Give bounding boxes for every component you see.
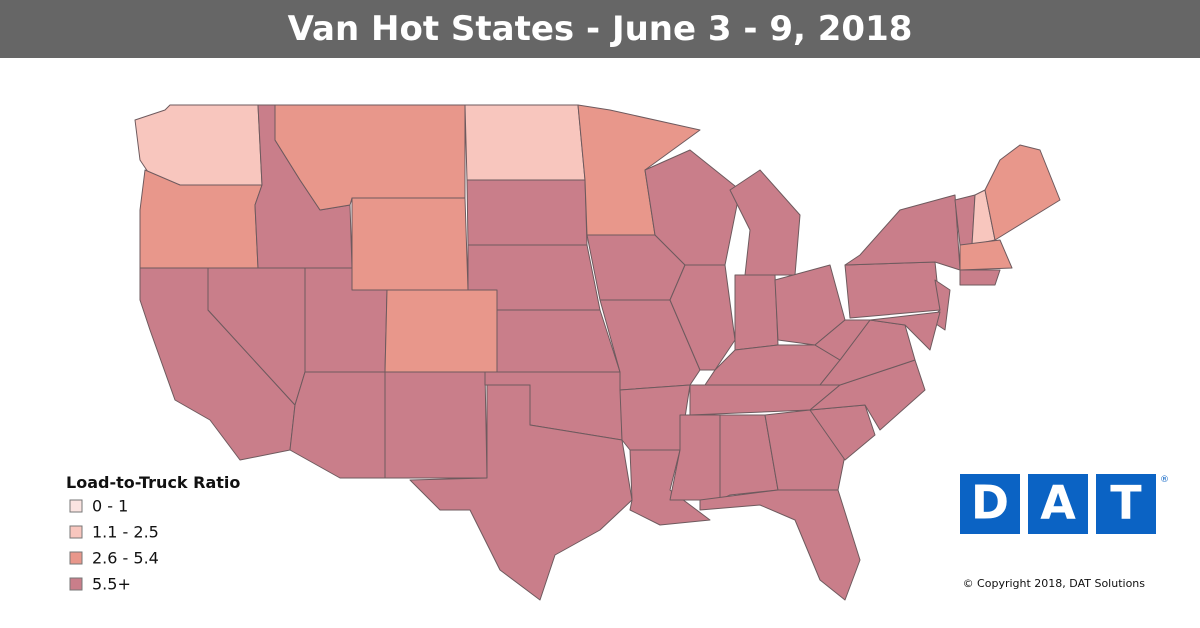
logo-letter: A: [1040, 476, 1076, 530]
legend-swatch: [69, 499, 83, 513]
logo-box: [1028, 474, 1088, 534]
state: [464, 104, 586, 181]
state: [384, 371, 488, 479]
logo: D A T ®: [960, 474, 1169, 534]
legend-swatch: [69, 577, 83, 591]
state: [734, 274, 779, 351]
state: [289, 371, 386, 479]
state: [274, 104, 466, 211]
state: [351, 197, 469, 291]
states: [134, 104, 1061, 601]
legend-label: 0 - 1: [92, 497, 128, 516]
legend-swatch: [69, 525, 83, 539]
state: [466, 179, 588, 246]
state: [139, 169, 263, 269]
legend-label: 2.6 - 5.4: [92, 549, 159, 568]
state: [844, 194, 961, 271]
legend-label: 1.1 - 2.5: [92, 523, 159, 542]
state: [496, 309, 621, 373]
copyright: © Copyright 2018, DAT Solutions: [963, 577, 1146, 590]
state: [699, 489, 861, 601]
logo-box: [1096, 474, 1156, 534]
logo-box: [960, 474, 1020, 534]
state: [384, 289, 498, 373]
state: [869, 311, 941, 351]
state: [669, 414, 721, 501]
legend-swatch: [69, 551, 83, 565]
state: [719, 414, 779, 501]
logo-letter: T: [1110, 476, 1142, 530]
legend-title: Load-to-Truck Ratio: [66, 473, 240, 492]
state: [844, 261, 941, 319]
title: Van Hot States - June 3 - 9, 2018: [287, 9, 913, 49]
legend-label: 5.5+: [92, 575, 131, 594]
state: [984, 144, 1061, 241]
legend: 0 - 1 1.1 - 2.5 2.6 - 5.4 5.5+: [69, 497, 159, 594]
state: [134, 104, 263, 186]
state: [959, 269, 1001, 286]
state: [959, 239, 1013, 271]
state: [729, 169, 801, 276]
logo-mark: ®: [1160, 475, 1169, 485]
logo-letter: D: [971, 476, 1009, 530]
state: [409, 384, 633, 601]
title-bar: Van Hot States - June 3 - 9, 2018: [0, 0, 1200, 58]
